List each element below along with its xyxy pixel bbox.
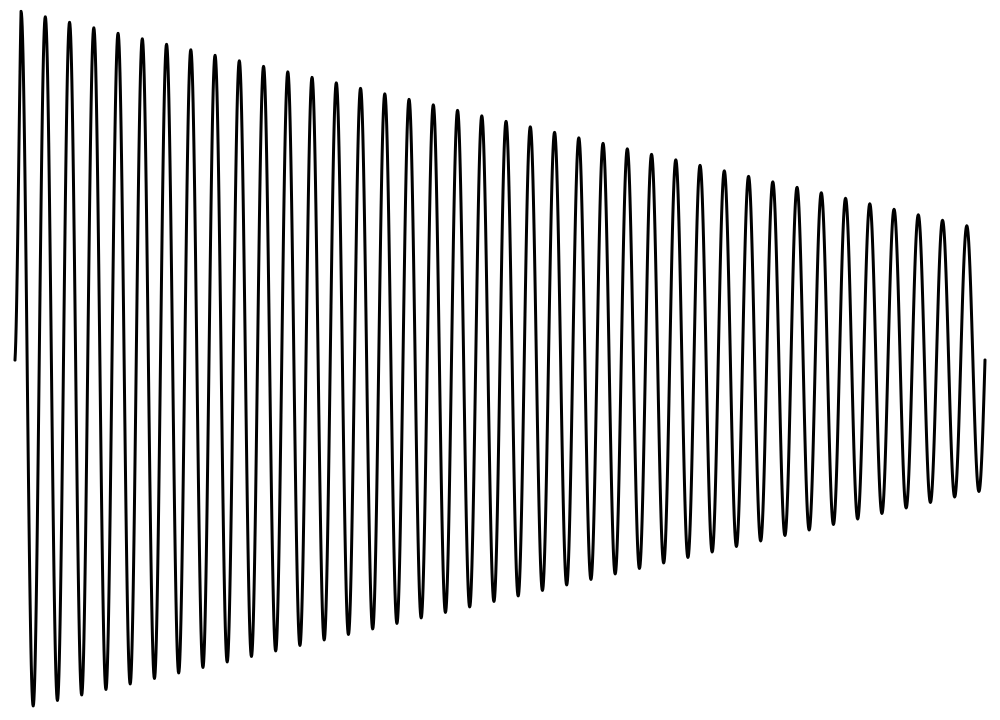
waveform-diagram: [0, 0, 1000, 720]
waveform-path: [15, 11, 985, 706]
